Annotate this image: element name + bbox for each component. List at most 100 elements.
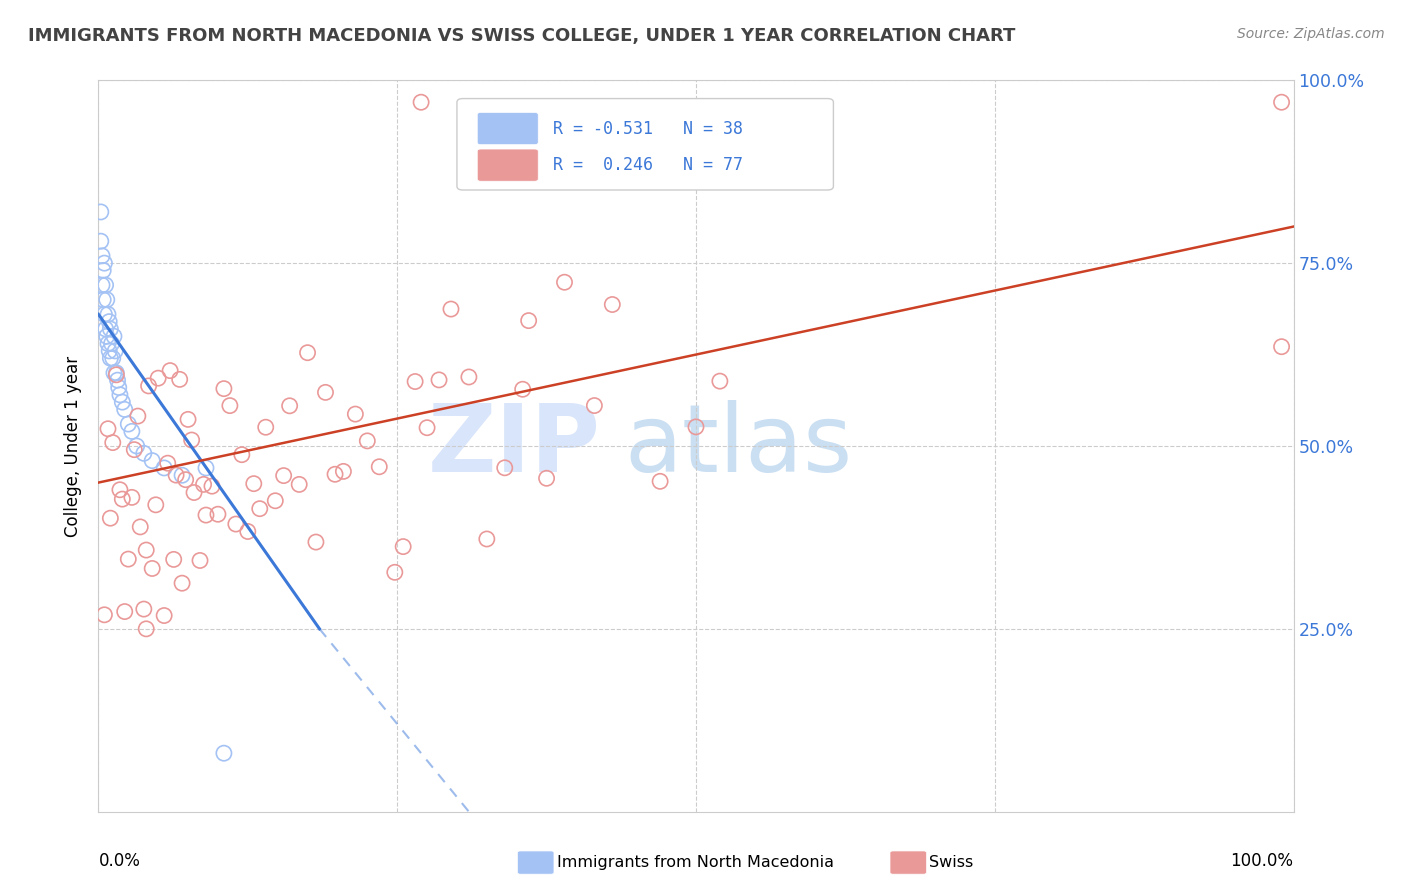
- Point: [145, 498, 167, 512]
- Point: [98, 315, 121, 329]
- Text: Swiss: Swiss: [929, 855, 973, 870]
- Point: [685, 420, 707, 434]
- Point: [91, 249, 114, 263]
- Point: [97, 422, 120, 436]
- Point: [117, 417, 139, 431]
- Point: [1271, 340, 1294, 354]
- Point: [177, 412, 200, 426]
- Point: [172, 468, 194, 483]
- Point: [104, 343, 127, 358]
- Point: [103, 329, 125, 343]
- Point: [125, 439, 148, 453]
- Point: [91, 278, 114, 293]
- Point: [332, 464, 354, 478]
- Point: [201, 479, 224, 493]
- Point: [93, 307, 115, 321]
- Point: [97, 336, 120, 351]
- Point: [121, 491, 143, 505]
- Point: [127, 409, 149, 423]
- Y-axis label: College, Under 1 year: College, Under 1 year: [65, 355, 83, 537]
- Point: [98, 351, 122, 366]
- Point: [411, 95, 433, 110]
- Point: [236, 524, 259, 539]
- Point: [93, 256, 115, 270]
- Point: [517, 313, 540, 327]
- Point: [278, 399, 301, 413]
- Point: [163, 552, 186, 566]
- Point: [212, 746, 235, 760]
- Text: 0.0%: 0.0%: [98, 852, 141, 870]
- Point: [105, 366, 128, 380]
- Point: [404, 375, 426, 389]
- Text: R =  0.246   N = 77: R = 0.246 N = 77: [553, 156, 742, 174]
- Point: [288, 477, 311, 491]
- Point: [93, 607, 115, 622]
- Point: [132, 602, 155, 616]
- Point: [98, 343, 121, 358]
- Point: [114, 402, 136, 417]
- Point: [156, 456, 179, 470]
- Point: [90, 205, 112, 219]
- Point: [225, 517, 247, 532]
- Point: [117, 552, 139, 566]
- Point: [108, 483, 131, 497]
- Text: IMMIGRANTS FROM NORTH MACEDONIA VS SWISS COLLEGE, UNDER 1 YEAR CORRELATION CHART: IMMIGRANTS FROM NORTH MACEDONIA VS SWISS…: [28, 27, 1015, 45]
- Point: [554, 275, 576, 289]
- Point: [368, 459, 391, 474]
- Point: [121, 425, 143, 439]
- Text: R = -0.531   N = 38: R = -0.531 N = 38: [553, 120, 742, 137]
- Point: [101, 435, 124, 450]
- Point: [297, 345, 319, 359]
- Point: [180, 433, 202, 447]
- Point: [219, 399, 242, 413]
- Point: [207, 507, 229, 521]
- Point: [141, 453, 163, 467]
- Point: [132, 446, 155, 460]
- Point: [100, 336, 122, 351]
- Point: [494, 460, 516, 475]
- Point: [475, 532, 498, 546]
- Point: [94, 322, 117, 336]
- Point: [392, 540, 415, 554]
- Point: [458, 370, 481, 384]
- Point: [114, 605, 136, 619]
- Point: [90, 234, 112, 248]
- Point: [103, 366, 125, 380]
- Point: [1271, 95, 1294, 110]
- Point: [129, 520, 152, 534]
- Point: [138, 379, 160, 393]
- Point: [193, 477, 215, 491]
- Point: [108, 388, 131, 402]
- Text: Immigrants from North Macedonia: Immigrants from North Macedonia: [557, 855, 834, 870]
- Point: [105, 368, 128, 382]
- Point: [98, 511, 122, 525]
- Point: [315, 385, 337, 400]
- Point: [159, 364, 181, 378]
- Point: [305, 535, 328, 549]
- Point: [96, 329, 118, 343]
- Point: [356, 434, 378, 448]
- Point: [323, 467, 346, 482]
- Point: [91, 263, 114, 277]
- Point: [249, 501, 271, 516]
- Point: [536, 471, 558, 485]
- Point: [124, 442, 146, 457]
- Text: atlas: atlas: [624, 400, 852, 492]
- Point: [174, 473, 197, 487]
- Point: [135, 622, 157, 636]
- Point: [194, 461, 218, 475]
- Point: [512, 382, 534, 396]
- Point: [94, 278, 117, 293]
- Point: [169, 372, 191, 386]
- Point: [194, 508, 218, 522]
- Point: [111, 492, 134, 507]
- Point: [440, 301, 463, 316]
- Point: [254, 420, 277, 434]
- Point: [188, 553, 211, 567]
- Text: ZIP: ZIP: [427, 400, 600, 492]
- Text: 100.0%: 100.0%: [1230, 852, 1294, 870]
- Point: [212, 382, 235, 396]
- Point: [107, 373, 129, 387]
- Point: [273, 468, 295, 483]
- Text: Source: ZipAtlas.com: Source: ZipAtlas.com: [1237, 27, 1385, 41]
